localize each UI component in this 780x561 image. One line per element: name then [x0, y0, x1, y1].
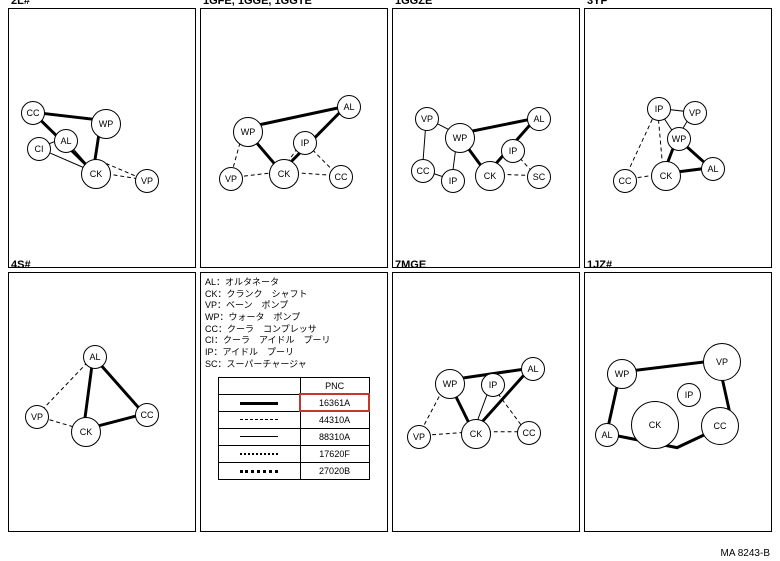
pnc-code: 16361A: [300, 394, 369, 411]
pulley-wp: WP: [233, 117, 263, 147]
pulley-al: AL: [521, 357, 545, 381]
diagram-grid: 2L#CCCIALWPCKVP1GFE, 1GGE, 1GGTEWPVPCKIP…: [0, 0, 780, 540]
legend-definition-row: CK：クランク シャフト: [205, 289, 383, 301]
belt-diagram-panel: 2L#CCCIALWPCKVP: [8, 8, 196, 268]
pulley-ci: CI: [27, 137, 51, 161]
belt-routing: [585, 273, 771, 531]
engine-code-label: 1GFE, 1GGE, 1GGTE: [203, 0, 312, 7]
legend-definition-row: IP：アイドル プーリ: [205, 347, 383, 359]
line-style-icon: [240, 419, 278, 421]
belt-diagram-panel: 1GFE, 1GGE, 1GGTEWPVPCKIPALCC: [200, 8, 388, 268]
pulley-vp: VP: [415, 107, 439, 131]
pnc-row: 27020B: [219, 462, 369, 479]
pulley-al: AL: [83, 345, 107, 369]
engine-code-label: 7MGE: [395, 259, 426, 271]
engine-code-label: 4S#: [11, 259, 31, 271]
pulley-ck: CK: [631, 401, 679, 449]
pnc-row: 44310A: [219, 411, 369, 428]
pulley-sc: SC: [527, 165, 551, 189]
pulley-vp: VP: [703, 343, 741, 381]
pulley-vp: VP: [25, 405, 49, 429]
legend-definition-row: CI：クーラ アイドル プーリ: [205, 335, 383, 347]
pulley-cc: CC: [517, 421, 541, 445]
pulley-al: AL: [527, 107, 551, 131]
pulley-vp: VP: [135, 169, 159, 193]
pnc-table: PNC16361A44310A88310A17620F27020B: [218, 377, 369, 480]
legend-panel: AL：オルタネータCK：クランク シャフトVP：ベーン ポンプWP：ウォータ ポ…: [200, 272, 388, 532]
line-style-icon: [240, 470, 278, 473]
belt-diagram-panel: 1GGZEVPWPCCIPCKIPALSC: [392, 8, 580, 268]
pnc-row: 88310A: [219, 428, 369, 445]
engine-code-label: 2L#: [11, 0, 30, 7]
belt-diagram-panel: 4S#ALVPCKCC: [8, 272, 196, 532]
pulley-al: AL: [595, 423, 619, 447]
legend-definitions: AL：オルタネータCK：クランク シャフトVP：ベーン ポンプWP：ウォータ ポ…: [205, 277, 383, 371]
line-style-icon: [240, 453, 278, 455]
legend-definition-row: VP：ベーン ポンプ: [205, 300, 383, 312]
pulley-al: AL: [701, 157, 725, 181]
pulley-vp: VP: [683, 101, 707, 125]
pulley-ip: IP: [481, 373, 505, 397]
pulley-wp: WP: [91, 109, 121, 139]
belt-diagram-panel: 1JZ#WPVPIPALCKCC: [584, 272, 772, 532]
line-style-icon: [240, 402, 278, 405]
pulley-cc: CC: [613, 169, 637, 193]
pulley-ip: IP: [647, 97, 671, 121]
pulley-ip: IP: [293, 131, 317, 155]
belt-diagram-panel: 7MGEWPIPALVPCKCC: [392, 272, 580, 532]
legend-definition-row: SC：スーパーチャージャ: [205, 359, 383, 371]
pnc-code: 44310A: [300, 411, 369, 428]
engine-code-label: 1JZ#: [587, 259, 612, 271]
pulley-al: AL: [54, 129, 78, 153]
pulley-ck: CK: [81, 159, 111, 189]
pulley-wp: WP: [445, 123, 475, 153]
legend-definition-row: AL：オルタネータ: [205, 277, 383, 289]
pnc-code: 88310A: [300, 428, 369, 445]
pulley-vp: VP: [407, 425, 431, 449]
pulley-wp: WP: [667, 127, 691, 151]
pulley-ck: CK: [71, 417, 101, 447]
pnc-code: 27020B: [300, 462, 369, 479]
pulley-ck: CK: [651, 161, 681, 191]
belt-routing: [393, 9, 579, 267]
legend-definition-row: WP：ウォータ ポンプ: [205, 312, 383, 324]
pnc-code: 17620F: [300, 445, 369, 462]
legend-definition-row: CC：クーラ コンプレッサ: [205, 324, 383, 336]
pulley-al: AL: [337, 95, 361, 119]
pulley-ip: IP: [441, 169, 465, 193]
pnc-header: PNC: [300, 377, 369, 394]
belt-routing: [393, 273, 579, 531]
pulley-vp: VP: [219, 167, 243, 191]
pulley-cc: CC: [411, 159, 435, 183]
line-style-icon: [240, 436, 278, 438]
pulley-cc: CC: [135, 403, 159, 427]
drawing-number: MA 8243-B: [721, 548, 770, 559]
pulley-ip: IP: [677, 383, 701, 407]
pnc-row: 16361A: [219, 394, 369, 411]
pulley-wp: WP: [435, 369, 465, 399]
pulley-wp: WP: [607, 359, 637, 389]
pulley-cc: CC: [701, 407, 739, 445]
pnc-row: 17620F: [219, 445, 369, 462]
engine-code-label: 3YP: [587, 0, 608, 7]
engine-code-label: 1GGZE: [395, 0, 432, 7]
belt-diagram-panel: 3YPIPVPWPCCCKAL: [584, 8, 772, 268]
pulley-ck: CK: [475, 161, 505, 191]
belt-routing: [9, 273, 195, 531]
pulley-cc: CC: [329, 165, 353, 189]
pulley-ck: CK: [461, 419, 491, 449]
pulley-ip: IP: [501, 139, 525, 163]
pulley-cc: CC: [21, 101, 45, 125]
pulley-ck: CK: [269, 159, 299, 189]
